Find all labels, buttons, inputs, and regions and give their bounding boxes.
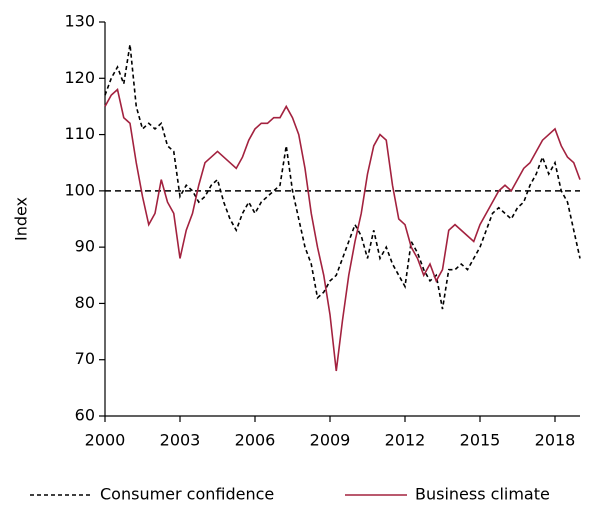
x-tick-label: 2006 [235,431,276,450]
x-tick-label: 2003 [160,431,201,450]
y-tick-label: 130 [64,12,95,31]
x-tick-label: 2015 [460,431,501,450]
y-tick-label: 80 [75,293,95,312]
y-tick-label: 120 [64,68,95,87]
y-tick-label: 110 [64,124,95,143]
line-series [104,44,581,310]
legend-label: Business climate [415,485,550,504]
x-tick-label: 2000 [85,431,126,450]
y-tick-label: 90 [75,237,95,256]
y-tick-label: 60 [75,406,95,425]
x-tick-label: 2009 [310,431,351,450]
x-tick-label: 2018 [535,431,576,450]
y-tick-label: 70 [75,349,95,368]
legend-label: Consumer confidence [100,485,274,504]
y-tick-label: 100 [64,180,95,199]
line-series [104,88,581,372]
y-axis-label: Index [12,197,31,241]
x-tick-label: 2012 [385,431,426,450]
